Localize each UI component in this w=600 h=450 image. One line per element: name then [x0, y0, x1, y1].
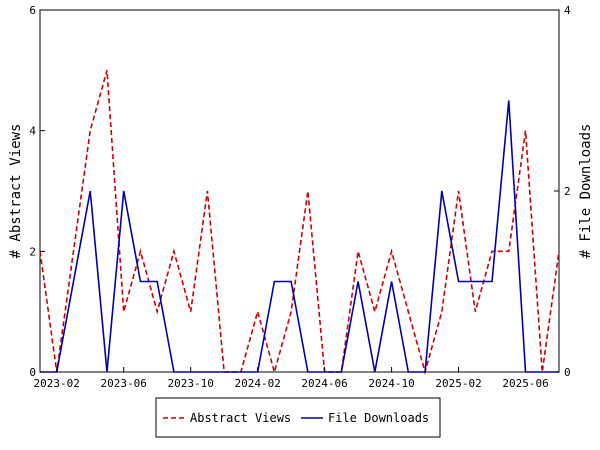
y-left-tick-label-3: 6 [29, 4, 36, 17]
legend-label-abstract-views: Abstract Views [190, 411, 291, 425]
y-axis-right-title: # File Downloads [578, 124, 594, 259]
plot-area [39, 9, 560, 373]
y-right-tick-label-0: 0 [564, 366, 571, 379]
series-line-file-downloads [40, 100, 559, 373]
legend-box [155, 397, 441, 438]
x-tick-label-0: 2023-02 [34, 377, 80, 390]
x-tick-label-6: 2025-02 [435, 377, 481, 390]
x-tick-label-5: 2024-10 [368, 377, 414, 390]
y-axis-left-title: # Abstract Views [8, 124, 24, 259]
series-line-abstract-views [39, 70, 560, 375]
legend-label-file-downloads: File Downloads [328, 411, 429, 425]
y-right-tick-label-2: 4 [564, 4, 571, 17]
series-layer [39, 70, 560, 375]
y-left-tick-label-2: 4 [29, 125, 36, 138]
x-tick-label-7: 2025-06 [502, 377, 548, 390]
axes-layer: 0 2 4 6 0 2 4 2023-02 2023-06 2023-10 2024-02 2024-… [29, 4, 571, 390]
y-left-tick-label-1: 2 [29, 245, 36, 258]
x-tick-label-3: 2024-02 [234, 377, 280, 390]
x-tick-label-2: 2023-10 [167, 377, 213, 390]
legend: Abstract Views File Downloads [155, 397, 441, 438]
y-left-tick-label-0: 0 [29, 366, 36, 379]
x-tick-label-1: 2023-06 [101, 377, 147, 390]
x-tick-label-4: 2024-06 [301, 377, 347, 390]
y-right-tick-label-1: 2 [564, 185, 571, 198]
